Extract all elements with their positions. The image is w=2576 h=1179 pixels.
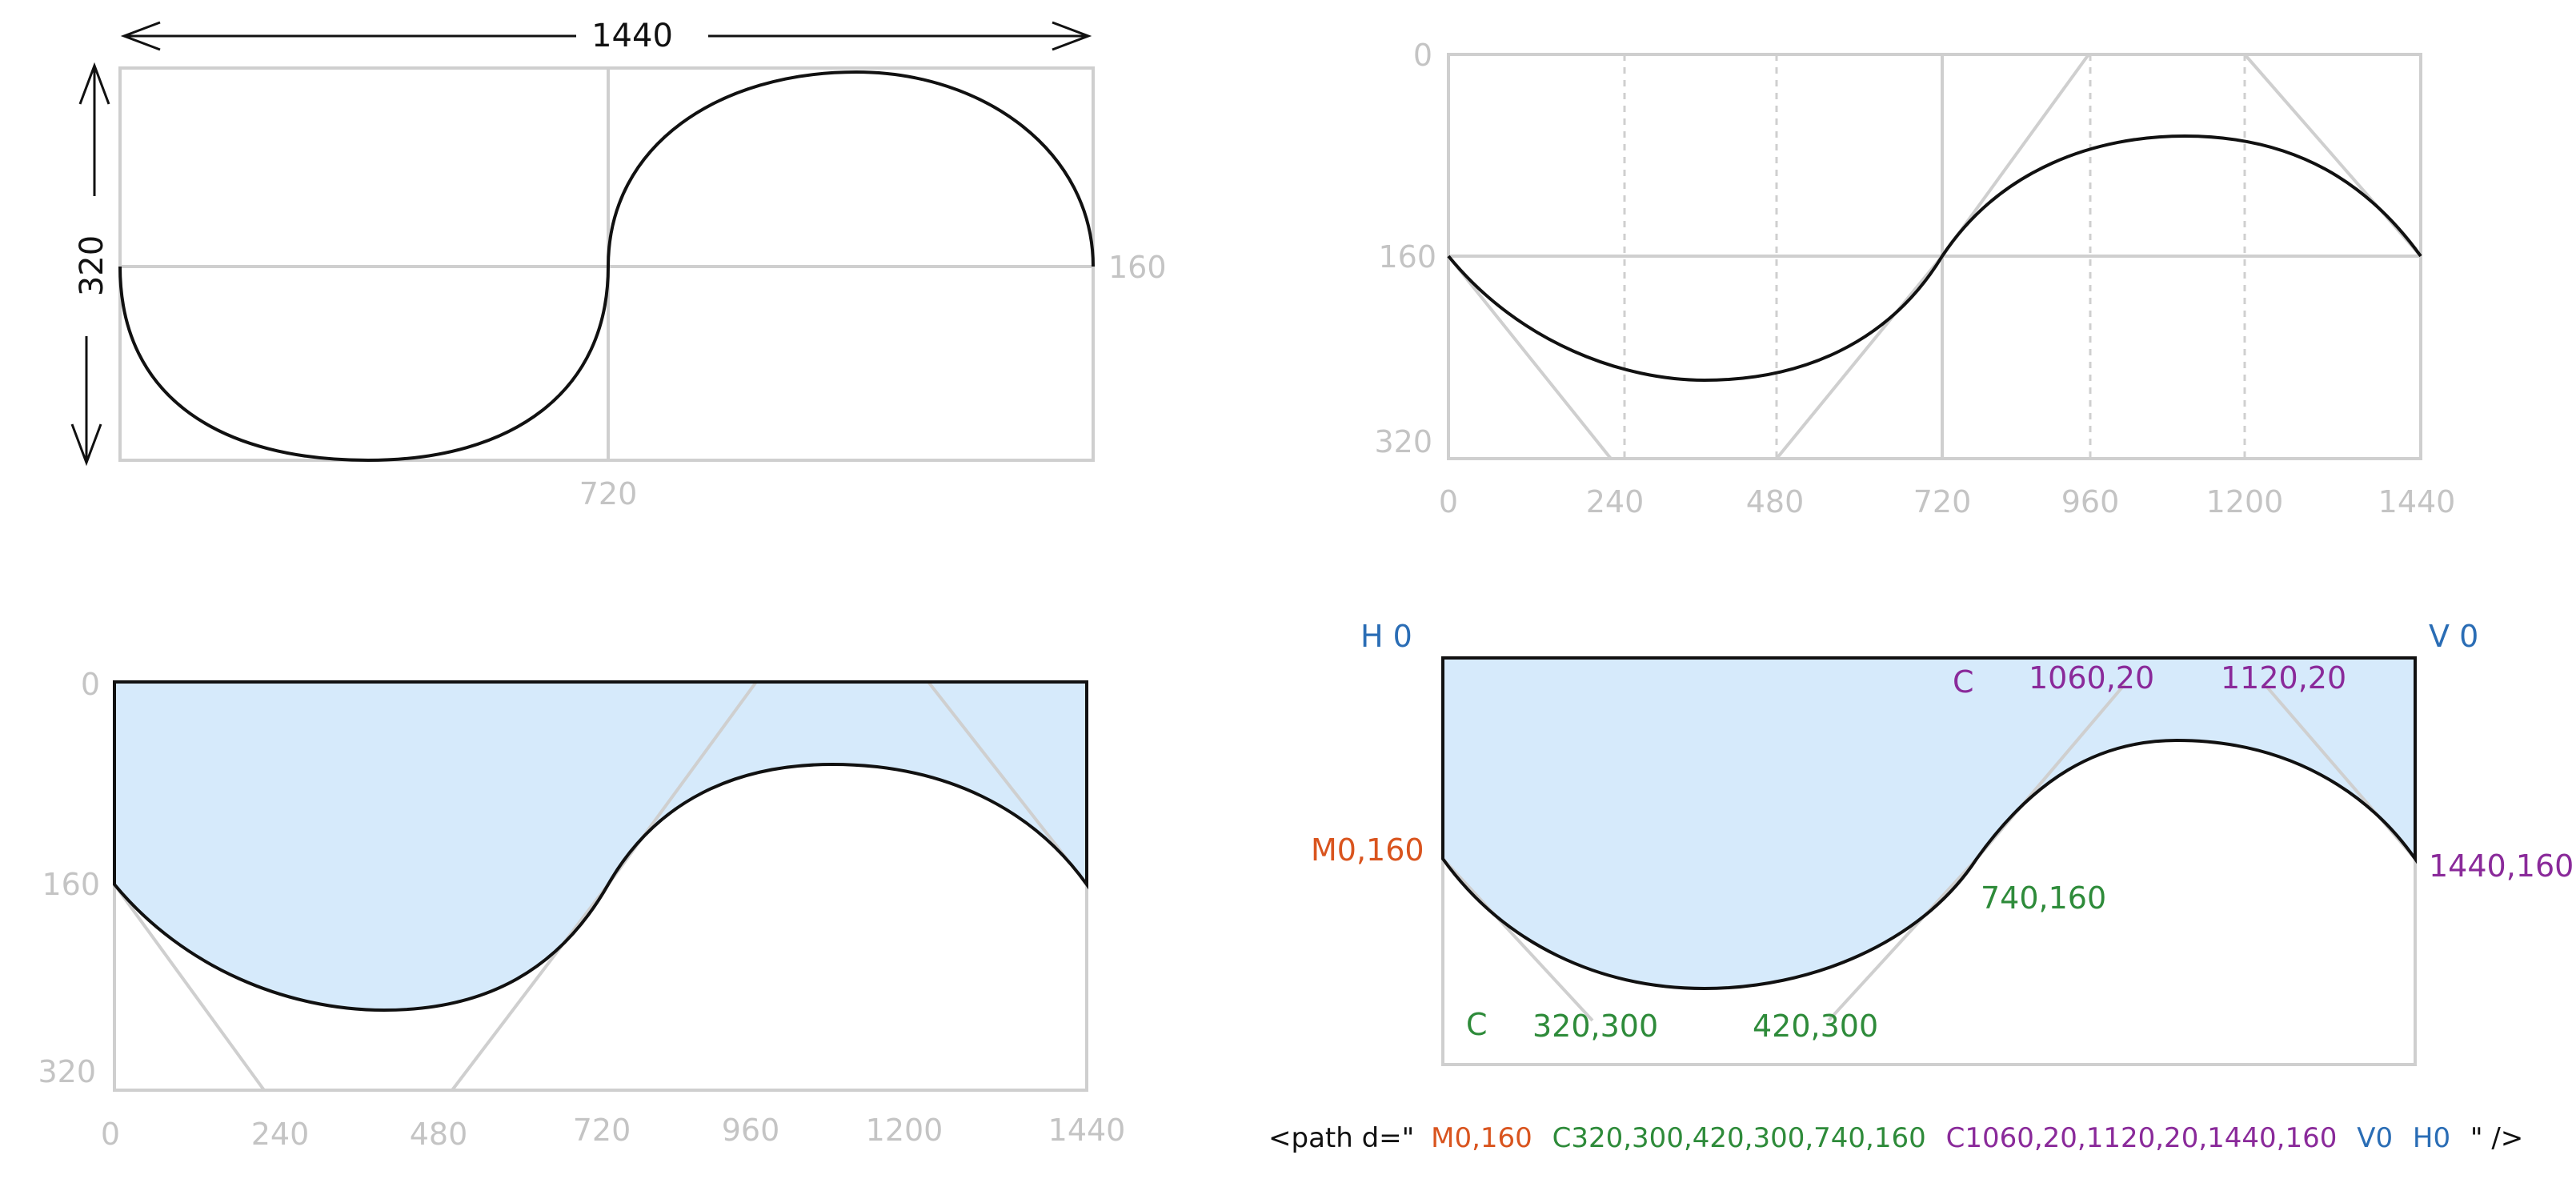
mid-x-label: 720 [579, 476, 638, 511]
panel-3-ylabel-320: 320 [38, 1054, 96, 1089]
panel-4-handle-1 [1441, 857, 1594, 1022]
mid-y-label: 160 [1108, 250, 1167, 285]
label-cp-1120-20: 1120,20 [2221, 660, 2346, 696]
panel-3-xlabel-720: 720 [573, 1113, 631, 1148]
panel-4-shape-outline [1441, 656, 2417, 991]
height-arrow-bottom-head [70, 423, 102, 467]
panel-4-filled-shape [1443, 658, 2415, 989]
panel-3-xlabel-960: 960 [722, 1113, 780, 1148]
panel-2-xlabel-1440: 1440 [2378, 484, 2456, 519]
panel-1-wave-curve [118, 70, 1095, 463]
path-code-line: <path d=" M0,160 C320,300,420,300,740,16… [1268, 1122, 2523, 1154]
label-740-160: 740,160 [1981, 880, 2106, 916]
label-c-bottom: C [1466, 1007, 1488, 1042]
panel-2-xlabel-1200: 1200 [2206, 484, 2284, 519]
panel-2-xlabel-0: 0 [1439, 484, 1458, 519]
panel-2-wave-curve [1447, 134, 2422, 383]
panel-3-xlabel-240: 240 [251, 1117, 310, 1152]
width-arrow-right-head [1052, 21, 1092, 51]
panel-3-handle-1 [113, 883, 266, 1092]
panel-control-points: 0 160 320 0 240 480 720 960 1200 1440 [1374, 38, 2455, 519]
panel-3-xlabel-0: 0 [101, 1117, 120, 1152]
panel-3-filled-shape [114, 682, 1087, 1010]
panel-filled-shape: 0 160 320 0 240 480 720 960 1200 1440 [38, 667, 1125, 1152]
panel-3-xlabel-1200: 1200 [866, 1113, 943, 1148]
path-code-suffix: " /> [2470, 1122, 2523, 1154]
label-h0: H 0 [1360, 619, 1412, 654]
panel-3-xlabel-480: 480 [410, 1117, 468, 1152]
width-label: 1440 [591, 18, 673, 54]
label-cp-1060-20: 1060,20 [2029, 660, 2154, 696]
panel-3-xlabel-1440: 1440 [1048, 1113, 1126, 1148]
panel-4-handle-2 [1827, 857, 1978, 1022]
path-code-move: M0,160 [1431, 1122, 1532, 1154]
path-code-v0: V0 [2357, 1122, 2393, 1154]
height-label: 320 [74, 235, 110, 296]
label-cp-320-300: 320,300 [1532, 1009, 1658, 1044]
panel-2-handle-2 [1775, 255, 1944, 460]
label-cp-420-300: 420,300 [1753, 1009, 1878, 1044]
label-c-top: C [1953, 664, 1974, 700]
width-arrow-left-head [120, 21, 161, 51]
label-v0: V 0 [2429, 619, 2478, 654]
panel-2-ylabel-0: 0 [1413, 38, 1432, 73]
panel-3-handle-2 [451, 883, 610, 1092]
panel-3-ylabel-160: 160 [42, 867, 100, 902]
path-code-curve-2: C1060,20,1120,20,1440,160 [1946, 1122, 2338, 1154]
panel-annotated-path: H 0 V 0 C 1060,20 1120,20 M0,160 1440,16… [1311, 619, 2574, 1066]
panel-dimensions: 1440 320 160 720 [70, 18, 1167, 511]
path-code-prefix: <path d=" [1268, 1122, 1414, 1154]
panel-3-shape-outline [113, 680, 1088, 1013]
panel-2-handle-1 [1447, 255, 1613, 460]
label-m0-160: M0,160 [1311, 832, 1424, 868]
panel-2-xlabel-960: 960 [2061, 484, 2120, 519]
path-code-curve-1: C320,300,420,300,740,160 [1552, 1122, 1926, 1154]
panel-3-ylabel-0: 0 [81, 667, 100, 702]
label-1440-160: 1440,160 [2429, 848, 2574, 884]
panel-2-ylabel-320: 320 [1374, 424, 1432, 459]
panel-2-ylabel-160: 160 [1378, 239, 1436, 275]
height-arrow-top-head [78, 62, 110, 105]
panel-2-xlabel-240: 240 [1586, 484, 1645, 519]
panel-2-xlabel-720: 720 [1913, 484, 1972, 519]
path-code-h0: H0 [2413, 1122, 2450, 1154]
panel-2-xlabel-480: 480 [1746, 484, 1805, 519]
